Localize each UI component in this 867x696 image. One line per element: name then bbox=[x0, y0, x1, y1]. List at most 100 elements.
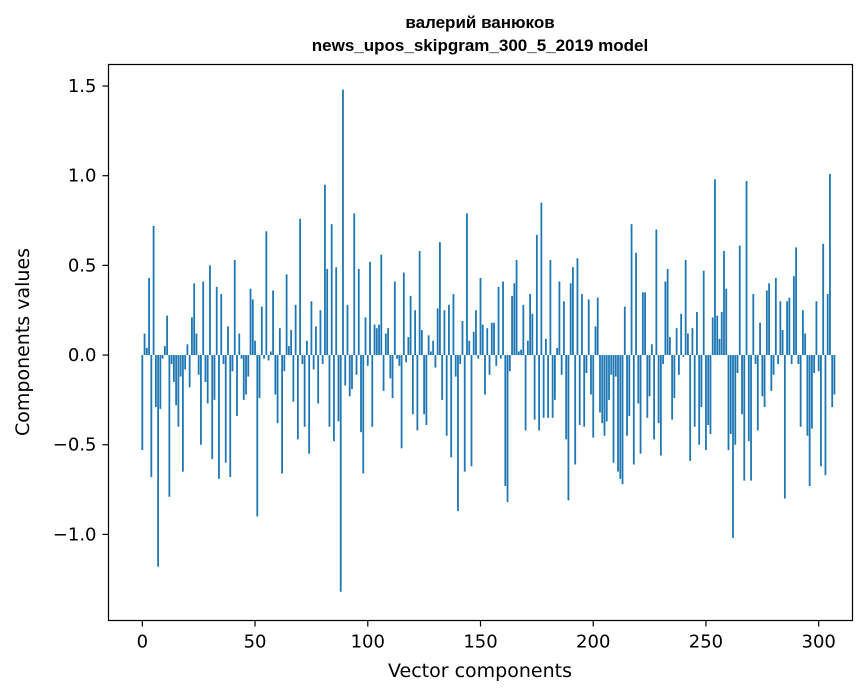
bar-68 bbox=[294, 304, 297, 356]
bar-46 bbox=[245, 355, 247, 395]
bar-151 bbox=[481, 324, 484, 356]
bar-204 bbox=[601, 355, 604, 424]
bar-7 bbox=[157, 355, 159, 567]
bar-59 bbox=[274, 355, 277, 395]
bar-212 bbox=[619, 355, 622, 479]
bar-177 bbox=[540, 202, 543, 356]
bar-193 bbox=[576, 258, 579, 356]
bar-262 bbox=[732, 355, 734, 538]
bar-235 bbox=[671, 355, 674, 420]
bar-283 bbox=[779, 301, 782, 356]
bar-225 bbox=[648, 355, 651, 397]
bar-256 bbox=[718, 338, 721, 356]
bar-248 bbox=[700, 355, 703, 408]
bar-184 bbox=[556, 347, 559, 356]
bar-39 bbox=[229, 355, 232, 478]
bar-276 bbox=[763, 355, 766, 408]
bar-117 bbox=[405, 355, 407, 363]
bar-86 bbox=[335, 267, 338, 356]
bar-153 bbox=[486, 328, 489, 356]
bar-87 bbox=[337, 355, 340, 422]
bar-5 bbox=[152, 225, 155, 356]
bar-253 bbox=[711, 317, 714, 356]
bar-240 bbox=[682, 355, 685, 357]
bar-206 bbox=[605, 355, 608, 422]
bar-47 bbox=[247, 355, 250, 377]
bar-215 bbox=[626, 355, 628, 436]
bar-286 bbox=[786, 301, 789, 356]
bar-35 bbox=[220, 294, 223, 356]
bar-242 bbox=[687, 333, 689, 356]
bar-238 bbox=[678, 355, 680, 375]
bar-246 bbox=[696, 312, 698, 356]
bar-162 bbox=[506, 355, 509, 503]
bar-202 bbox=[596, 297, 599, 356]
bar-229 bbox=[657, 355, 660, 424]
bar-74 bbox=[308, 355, 311, 454]
bar-126 bbox=[425, 355, 428, 425]
bar-42 bbox=[236, 355, 238, 417]
bar-191 bbox=[572, 267, 574, 356]
bar-251 bbox=[707, 355, 710, 425]
bar-201 bbox=[594, 326, 597, 356]
bar-306 bbox=[831, 355, 834, 408]
bar-270 bbox=[750, 355, 752, 481]
bar-142 bbox=[461, 320, 464, 356]
bar-196 bbox=[583, 355, 586, 427]
bar-2 bbox=[145, 347, 148, 356]
bar-103 bbox=[373, 324, 376, 356]
bar-157 bbox=[495, 355, 498, 366]
bar-302 bbox=[822, 243, 825, 356]
bar-164 bbox=[511, 295, 513, 356]
bar-81 bbox=[324, 184, 326, 356]
bar-152 bbox=[484, 355, 486, 395]
bar-227 bbox=[653, 355, 655, 440]
bar-295 bbox=[806, 355, 809, 436]
bar-237 bbox=[675, 328, 678, 356]
bar-171 bbox=[526, 340, 529, 356]
bar-144 bbox=[466, 213, 468, 356]
bar-190 bbox=[569, 283, 572, 356]
bar-207 bbox=[608, 355, 610, 400]
y-axis-label: Components values bbox=[12, 248, 34, 436]
bar-279 bbox=[770, 355, 773, 391]
bar-263 bbox=[734, 355, 737, 445]
x-tick-label: 150 bbox=[463, 632, 497, 653]
bar-187 bbox=[563, 301, 565, 356]
bar-116 bbox=[402, 272, 405, 356]
bar-278 bbox=[768, 283, 770, 356]
bar-260 bbox=[727, 355, 730, 451]
bar-111 bbox=[391, 355, 394, 399]
bar-249 bbox=[702, 270, 705, 356]
bar-178 bbox=[542, 355, 545, 418]
bar-239 bbox=[680, 313, 683, 356]
bar-261 bbox=[729, 355, 732, 434]
bar-88 bbox=[339, 355, 342, 592]
bar-50 bbox=[254, 340, 256, 356]
bar-241 bbox=[684, 260, 687, 356]
bar-139 bbox=[454, 355, 457, 377]
bar-180 bbox=[547, 355, 550, 418]
bar-257 bbox=[720, 312, 723, 356]
bar-197 bbox=[585, 355, 588, 373]
bar-62 bbox=[281, 355, 283, 474]
bar-195 bbox=[581, 294, 583, 356]
bar-198 bbox=[587, 299, 590, 356]
bar-40 bbox=[231, 355, 234, 372]
bar-82 bbox=[326, 268, 329, 356]
bar-303 bbox=[824, 355, 827, 476]
bar-194 bbox=[578, 355, 581, 425]
x-tick-label: 0 bbox=[137, 632, 148, 653]
bar-131 bbox=[436, 308, 439, 356]
bar-291 bbox=[797, 355, 800, 365]
bar-128 bbox=[430, 351, 432, 356]
bar-132 bbox=[439, 242, 441, 356]
bar-176 bbox=[538, 355, 541, 431]
bar-169 bbox=[522, 304, 525, 356]
bar-277 bbox=[765, 290, 768, 356]
bar-143 bbox=[463, 355, 466, 472]
bar-141 bbox=[459, 355, 462, 365]
bar-22 bbox=[191, 317, 193, 356]
y-tick-label: 1.5 bbox=[68, 76, 97, 97]
x-tick-label: 50 bbox=[244, 632, 267, 653]
